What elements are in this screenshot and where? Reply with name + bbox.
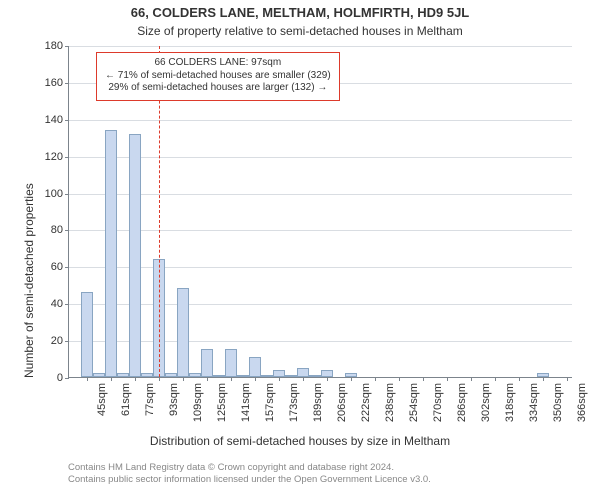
y-tick-label: 140 (45, 114, 69, 126)
x-tick-label: 125sqm (213, 377, 228, 433)
x-tick-label: 238sqm (381, 377, 396, 433)
gridline-h (69, 120, 572, 121)
x-tick-mark (327, 377, 328, 381)
x-tick-mark (183, 377, 184, 381)
y-axis-label: Number of semi-detached properties (22, 183, 36, 378)
x-tick-label: 45sqm (93, 377, 108, 433)
x-axis-label: Distribution of semi-detached houses by … (0, 434, 600, 448)
y-tick-label: 60 (51, 261, 69, 273)
x-tick-mark (495, 377, 496, 381)
x-tick-label: 141sqm (237, 377, 252, 433)
x-tick-label: 189sqm (309, 377, 324, 433)
histogram-bar (249, 357, 261, 377)
y-tick-label: 120 (45, 151, 69, 163)
y-tick-label: 20 (51, 335, 69, 347)
chart-title-line1: 66, COLDERS LANE, MELTHAM, HOLMFIRTH, HD… (0, 5, 600, 20)
histogram-bar (297, 368, 309, 377)
footer-attribution: Contains HM Land Registry data © Crown c… (68, 462, 431, 486)
x-tick-mark (303, 377, 304, 381)
x-tick-label: 173sqm (285, 377, 300, 433)
x-tick-mark (111, 377, 112, 381)
gridline-h (69, 230, 572, 231)
histogram-chart: 66, COLDERS LANE, MELTHAM, HOLMFIRTH, HD… (0, 0, 600, 500)
x-tick-label: 222sqm (357, 377, 372, 433)
annotation-line2: ← 71% of semi-detached houses are smalle… (105, 70, 331, 83)
x-tick-label: 93sqm (165, 377, 180, 433)
x-tick-mark (447, 377, 448, 381)
x-tick-mark (207, 377, 208, 381)
gridline-h (69, 157, 572, 158)
x-tick-mark (567, 377, 568, 381)
x-tick-mark (255, 377, 256, 381)
x-tick-mark (519, 377, 520, 381)
histogram-bar (321, 370, 333, 377)
footer-line1: Contains HM Land Registry data © Crown c… (68, 462, 431, 474)
annotation-line1: 66 COLDERS LANE: 97sqm (105, 57, 331, 70)
gridline-h (69, 194, 572, 195)
x-tick-label: 334sqm (525, 377, 540, 433)
x-tick-label: 109sqm (189, 377, 204, 433)
histogram-bar (201, 349, 213, 377)
x-tick-label: 350sqm (549, 377, 564, 433)
histogram-bar (225, 349, 237, 377)
gridline-h (69, 341, 572, 342)
gridline-h (69, 46, 572, 47)
x-tick-mark (135, 377, 136, 381)
x-tick-mark (375, 377, 376, 381)
histogram-bar (81, 292, 93, 377)
x-tick-mark (543, 377, 544, 381)
x-tick-label: 61sqm (117, 377, 132, 433)
x-tick-mark (471, 377, 472, 381)
x-tick-mark (87, 377, 88, 381)
histogram-bar (105, 130, 117, 377)
x-tick-label: 286sqm (453, 377, 468, 433)
y-tick-label: 40 (51, 298, 69, 310)
annotation-line3: 29% of semi-detached houses are larger (… (105, 82, 331, 95)
x-tick-mark (399, 377, 400, 381)
x-tick-label: 270sqm (429, 377, 444, 433)
x-tick-mark (351, 377, 352, 381)
gridline-h (69, 304, 572, 305)
x-tick-label: 254sqm (405, 377, 420, 433)
footer-line2: Contains public sector information licen… (68, 474, 431, 486)
x-tick-mark (423, 377, 424, 381)
y-tick-label: 160 (45, 77, 69, 89)
x-tick-label: 318sqm (501, 377, 516, 433)
x-tick-mark (231, 377, 232, 381)
histogram-bar (177, 288, 189, 377)
annotation-box: 66 COLDERS LANE: 97sqm ← 71% of semi-det… (96, 52, 340, 101)
x-tick-label: 366sqm (573, 377, 588, 433)
gridline-h (69, 267, 572, 268)
histogram-bar (273, 370, 285, 377)
x-tick-label: 157sqm (261, 377, 276, 433)
y-tick-label: 100 (45, 188, 69, 200)
y-tick-label: 80 (51, 224, 69, 236)
x-tick-mark (159, 377, 160, 381)
x-tick-mark (279, 377, 280, 381)
x-tick-label: 77sqm (141, 377, 156, 433)
histogram-bar (129, 134, 141, 377)
y-tick-label: 0 (57, 372, 69, 384)
chart-title-line2: Size of property relative to semi-detach… (0, 24, 600, 38)
y-tick-label: 180 (45, 40, 69, 52)
x-tick-label: 206sqm (333, 377, 348, 433)
x-tick-label: 302sqm (477, 377, 492, 433)
